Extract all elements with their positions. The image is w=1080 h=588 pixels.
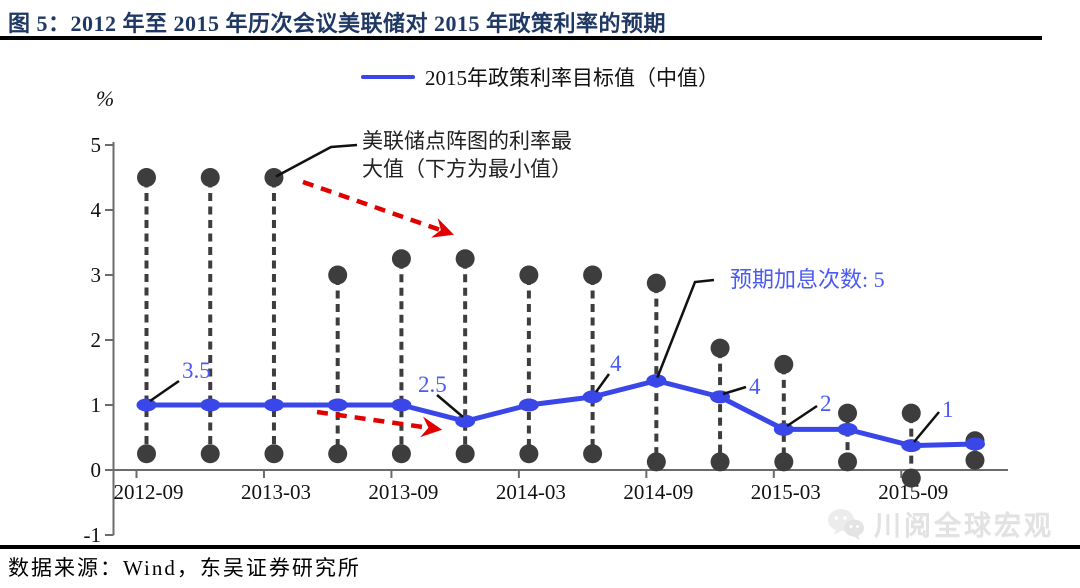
dot-min [137, 444, 156, 464]
median-point [837, 422, 858, 436]
dot-min [391, 444, 411, 464]
y-axis-tick-label: 0 [91, 458, 102, 482]
median-point [646, 374, 667, 388]
median-point [136, 398, 157, 412]
dot-max [710, 338, 730, 358]
data-source: 数据来源：Wind，东吴证券研究所 [8, 556, 361, 580]
bottom-divider [0, 545, 1080, 549]
dot-max [200, 168, 220, 187]
watermark: 川阅全球宏观 [826, 504, 1054, 543]
median-point [200, 398, 221, 412]
max-note-callout-line [275, 143, 358, 178]
x-axis-tick-label: 2013-03 [241, 480, 311, 504]
title-divider [0, 36, 1042, 40]
dot-min [455, 444, 475, 464]
point-label-text: 2 [820, 391, 832, 416]
dot-min [328, 444, 348, 464]
point-label-callout-line [436, 394, 464, 418]
dot-min [710, 452, 730, 472]
max-note-text-line2: 大值（下方为最小值） [362, 157, 572, 181]
point-label-text: 2.5 [418, 372, 447, 397]
median-point [455, 414, 476, 428]
dot-min [519, 444, 539, 464]
median-point [263, 398, 284, 412]
y-axis-tick-label: 5 [91, 133, 102, 157]
median-point [582, 390, 603, 404]
y-axis-tick-label: 3 [91, 263, 102, 287]
median-point [901, 439, 922, 453]
median-point [964, 437, 985, 451]
y-axis-tick-label: -1 [84, 523, 102, 546]
chart-legend: 2015年政策利率目标值（中值） [0, 62, 1080, 92]
dot-max [838, 403, 858, 423]
red-arrow-to-median-dip [316, 409, 443, 438]
y-axis-unit-label: % [96, 86, 114, 111]
x-axis-tick-label: 2013-09 [368, 480, 438, 504]
rate-expectations-chart: % 5 4 3 2 1 0 -1 2012-09 2013-03 2013-09 2014-03 201… [84, 86, 1008, 546]
max-note-text-line1: 美联储点阵图的利率最 [362, 129, 572, 153]
y-axis-tick-label: 4 [91, 198, 102, 222]
dot-min [646, 452, 666, 472]
median-line [146, 378, 976, 449]
point-label-callout-line [913, 411, 940, 443]
dot-min [583, 444, 603, 464]
dot-min [901, 468, 921, 488]
dot-max [646, 273, 666, 293]
dot-max [264, 168, 284, 187]
y-axis-tick-label: 2 [91, 328, 102, 352]
dot-max [774, 354, 794, 374]
hike-note-text: 预期加息次数: 5 [730, 267, 885, 292]
hike-note-callout-line [656, 278, 715, 379]
point-label-callout-line [786, 404, 818, 428]
point-label-callout-line [149, 379, 180, 403]
dot-min [264, 444, 284, 464]
dot-max [328, 265, 348, 285]
figure-title: 图 5：2012 年至 2015 年历次会议美联储对 2015 年政策利率的预期 [8, 11, 667, 36]
median-point [518, 398, 539, 412]
x-axis-tick-label: 2014-03 [496, 480, 566, 504]
point-label-text: 3.5 [182, 358, 211, 383]
dot-min [774, 452, 794, 472]
red-arrow-to-max-dot [302, 179, 454, 238]
median-point [391, 398, 412, 412]
dot-max [583, 265, 603, 285]
dot-min [200, 444, 220, 464]
point-label-text: 4 [749, 374, 761, 399]
point-label-callout-line [722, 385, 747, 396]
point-label-text: 1 [942, 397, 954, 422]
x-axis-tick-label: 2014-09 [623, 480, 693, 504]
dot-max [391, 249, 411, 269]
median-point [327, 398, 348, 412]
x-axis-tick-label: 2015-03 [751, 480, 821, 504]
watermark-text: 川阅全球宏观 [874, 511, 1054, 541]
point-label-callout-line [594, 373, 611, 393]
dot-max [455, 249, 475, 269]
dot-min [838, 452, 858, 472]
dot-max [901, 403, 921, 423]
legend-line-swatch [361, 75, 415, 79]
dot-min [965, 450, 985, 470]
x-axis-tick-label: 2012-09 [114, 480, 184, 504]
dot-max [519, 265, 539, 285]
legend-label: 2015年政策利率目标值（中值） [425, 66, 719, 90]
point-label-text: 4 [610, 351, 622, 376]
dot-max [137, 168, 156, 187]
y-axis-tick-label: 1 [91, 393, 102, 417]
wechat-icon [828, 508, 864, 540]
